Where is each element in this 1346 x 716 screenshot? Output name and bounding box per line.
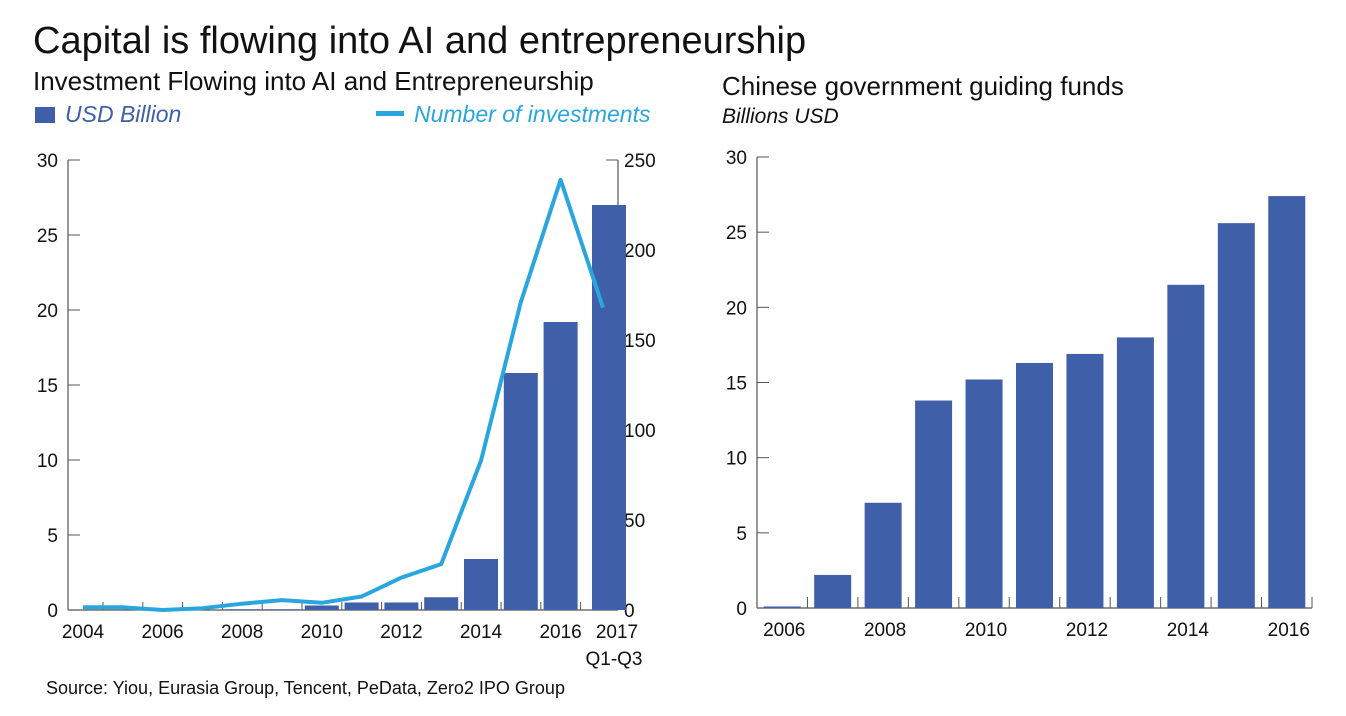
legend-label: Number of investments — [414, 101, 651, 127]
x-tick-label: 2006 — [141, 622, 183, 643]
bar-usd-billion-2011 — [344, 602, 379, 610]
bar-guiding-funds-2013 — [1116, 337, 1154, 608]
x-tick-label: 2010 — [965, 620, 1007, 641]
bar-guiding-funds-2012 — [1066, 353, 1104, 608]
bar-guiding-funds-2011 — [1016, 362, 1053, 608]
left-chart-title: Investment Flowing into AI and Entrepren… — [33, 66, 594, 96]
bar-guiding-funds-2008 — [864, 502, 902, 608]
left-y-tick-label: 25 — [37, 226, 58, 247]
x-tick-label: 2012 — [1066, 620, 1108, 641]
x-tick-label: 2006 — [763, 620, 805, 641]
bar-usd-billion-2014 — [464, 559, 498, 610]
right-y-tick-label: 0 — [624, 601, 635, 622]
bar-usd-billion-2008 — [225, 609, 260, 610]
x-tick-sublabel: Q1-Q3 — [585, 649, 642, 670]
right-chart-unit: Billions USD — [722, 105, 839, 128]
y-tick-label: 10 — [726, 449, 747, 470]
left-y-tick-label: 15 — [37, 376, 58, 397]
y-tick-label: 15 — [726, 374, 747, 395]
bar-guiding-funds-2009 — [915, 400, 953, 608]
bar-usd-billion-2009 — [265, 609, 299, 610]
bar-guiding-funds-2006 — [763, 606, 801, 608]
x-tick-label: 2012 — [380, 622, 422, 643]
bar-usd-billion-2010 — [304, 605, 339, 610]
line-number-of-investments — [83, 177, 605, 612]
x-tick-label: 2016 — [1268, 620, 1310, 641]
page-title: Capital is flowing into AI and entrepren… — [33, 20, 807, 62]
left-y-tick-label: 0 — [47, 601, 58, 622]
source-note: Source: Yiou, Eurasia Group, Tencent, Pe… — [46, 678, 565, 698]
bar-guiding-funds-2014 — [1167, 284, 1205, 608]
right-y-tick-label: 150 — [624, 331, 656, 352]
y-tick-label: 20 — [726, 298, 747, 319]
bar-usd-billion-2012 — [384, 602, 419, 610]
bar-guiding-funds-2016 — [1268, 196, 1306, 608]
x-tick-label: 2008 — [221, 622, 263, 643]
y-tick-label: 5 — [736, 524, 747, 545]
right-y-tick-label: 200 — [624, 241, 656, 262]
bar-usd-billion-2013 — [424, 597, 459, 610]
legend-bar-swatch — [35, 107, 55, 123]
bar-usd-billion-2016 — [543, 322, 578, 610]
bar-guiding-funds-2007 — [814, 574, 852, 608]
legend-label: USD Billion — [65, 101, 182, 127]
bar-usd-billion-2015 — [503, 373, 538, 610]
x-tick-label: 2014 — [460, 622, 503, 643]
left-y-tick-label: 20 — [37, 301, 58, 322]
x-tick-label: 2017 — [596, 622, 638, 643]
x-tick-label: 2014 — [1167, 620, 1210, 641]
right-y-tick-label: 50 — [624, 511, 645, 532]
y-tick-label: 25 — [726, 223, 747, 244]
left-y-tick-label: 30 — [37, 151, 58, 172]
bar-guiding-funds-2015 — [1217, 223, 1255, 608]
legend-number-of-investments: Number of investments — [376, 101, 650, 128]
x-tick-label: 2008 — [864, 620, 906, 641]
left-y-tick-label: 5 — [47, 526, 58, 547]
x-tick-label: 2010 — [301, 622, 343, 643]
y-tick-label: 0 — [736, 599, 747, 620]
right-y-tick-label: 250 — [624, 151, 656, 172]
y-tick-label: 30 — [726, 148, 747, 169]
right-y-tick-label: 100 — [624, 421, 656, 442]
legend-usd-billion: USD Billion — [35, 101, 181, 128]
legend-line-swatch — [376, 111, 404, 116]
right-chart-title: Chinese government guiding funds — [722, 71, 1124, 101]
x-tick-label: 2004 — [62, 622, 105, 643]
left-y-tick-label: 10 — [37, 451, 58, 472]
x-tick-label: 2016 — [539, 622, 581, 643]
bar-usd-billion-2017 — [592, 205, 626, 610]
bar-guiding-funds-2010 — [965, 379, 1003, 608]
